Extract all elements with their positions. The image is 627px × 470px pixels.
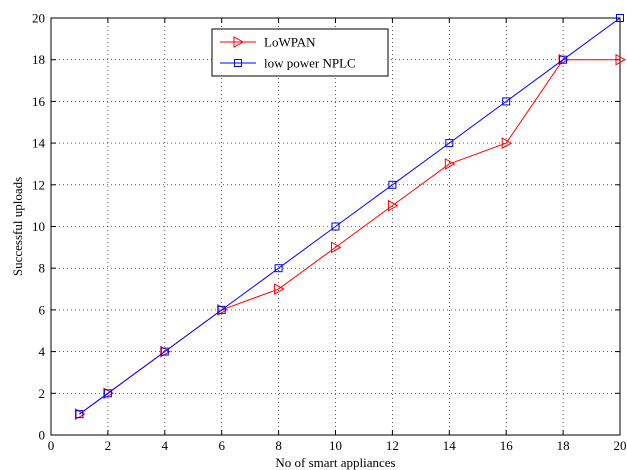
square-marker	[160, 347, 169, 356]
y-tick-label: 12	[32, 177, 45, 192]
x-tick-label: 18	[557, 438, 570, 453]
triangle-marker	[444, 158, 456, 170]
y-tick-label: 4	[39, 344, 46, 359]
triangle-marker	[331, 241, 342, 254]
y-tick-label: 14	[32, 136, 46, 151]
legend-label: low power NPLC	[264, 56, 356, 71]
y-tick-label: 18	[32, 52, 45, 67]
x-tick-label: 2	[105, 438, 112, 453]
square-marker	[502, 97, 511, 106]
square-marker	[331, 222, 340, 231]
square-marker	[234, 59, 242, 67]
x-tick-label: 8	[275, 438, 282, 453]
legend-box	[211, 28, 389, 77]
x-tick-label: 6	[218, 438, 225, 453]
square-marker	[388, 180, 397, 189]
triangle-marker	[615, 53, 627, 66]
x-tick-label: 12	[386, 438, 399, 453]
triangle-marker	[501, 137, 513, 149]
x-axis-label: No of smart appliances	[275, 455, 395, 470]
triangle-marker	[233, 36, 245, 48]
square-marker	[217, 305, 226, 314]
square-marker	[616, 14, 624, 22]
legend-label: LoWPAN	[264, 35, 316, 50]
square-marker	[75, 410, 84, 419]
axis-ticks	[50, 17, 621, 436]
x-tick-label: 16	[500, 438, 514, 453]
legend: LoWPAN low power NPLC	[211, 28, 389, 77]
series-low-power-nplc	[75, 14, 624, 419]
square-marker	[103, 389, 112, 398]
square-marker	[559, 55, 568, 64]
triangle-marker	[274, 283, 285, 295]
square-marker	[274, 264, 283, 273]
y-tick-label: 16	[32, 94, 46, 109]
series-line-lowpan	[79, 59, 620, 415]
x-tick-label: 4	[162, 438, 169, 453]
plot-frame	[50, 17, 621, 436]
tick-labels: 0 2 4 6 8 10 12 14 16 18 20 0 2 4 6 8 10 12 14 16 18 20	[32, 11, 627, 454]
triangle-marker	[387, 199, 399, 212]
x-tick-label: 0	[48, 438, 55, 453]
square-marker	[445, 139, 454, 148]
series-layer	[74, 14, 627, 420]
series-line-low-power-nplc	[79, 17, 621, 415]
x-tick-label: 10	[329, 438, 342, 453]
x-tick-label: 14	[443, 438, 457, 453]
y-tick-label: 8	[39, 261, 46, 276]
y-tick-label: 6	[39, 302, 46, 317]
y-axis-label: Successful uploads	[10, 177, 25, 276]
y-tick-label: 2	[39, 386, 46, 401]
y-tick-label: 0	[39, 428, 46, 443]
y-tick-label: 10	[32, 219, 45, 234]
series-lowpan	[74, 53, 627, 420]
y-tick-label: 20	[32, 11, 45, 26]
x-tick-label: 20	[614, 438, 627, 453]
